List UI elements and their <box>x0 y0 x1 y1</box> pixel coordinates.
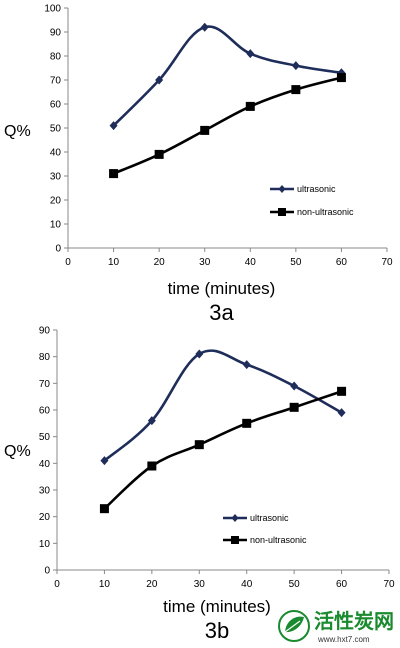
panel-label: 3b <box>205 618 229 643</box>
watermark: 活性炭网 www.hxt7.com <box>278 610 394 644</box>
legend-label-ultrasonic: ultrasonic <box>297 184 336 194</box>
series-line-non-ultrasonic <box>103 390 342 510</box>
chart-3a: 0 10 20 30 40 50 60 70 80 90 100 0 10 20 30 40 50 60 70 Q% t… <box>4 4 393 326</box>
x-tick-label: 20 <box>146 579 158 590</box>
y-tick-label: 100 <box>44 4 61 15</box>
x-tick-label: 40 <box>245 257 257 268</box>
chart-3b: 0 10 20 30 40 50 60 70 80 90 0 10 20 30 40 50 60 70 Q% time… <box>4 326 395 644</box>
data-point-ultrasonic <box>109 121 118 131</box>
data-point-ultrasonic <box>291 61 300 71</box>
y-tick-label: 50 <box>50 124 62 135</box>
y-tick-label: 80 <box>50 52 62 63</box>
data-point-non-ultrasonic <box>245 101 255 111</box>
x-tick-label: 40 <box>241 579 253 590</box>
y-tick-label: 20 <box>39 512 51 523</box>
legend-marker-ultrasonic <box>231 514 239 522</box>
data-point-non-ultrasonic <box>289 402 299 412</box>
data-point-non-ultrasonic <box>154 149 164 159</box>
data-point-ultrasonic <box>147 416 156 426</box>
data-point-non-ultrasonic <box>194 440 204 450</box>
data-point-ultrasonic <box>155 75 164 85</box>
y-tick-label: 0 <box>44 566 50 577</box>
data-point-ultrasonic <box>200 22 209 32</box>
series-line-ultrasonic <box>103 349 343 462</box>
leaf-logo-icon <box>278 610 310 642</box>
y-tick-label: 60 <box>39 406 51 417</box>
y-tick-label: 60 <box>50 100 62 111</box>
x-tick-label: 50 <box>290 257 302 268</box>
data-point-non-ultrasonic <box>242 418 252 428</box>
y-tick-label: 0 <box>55 244 61 255</box>
y-tick-label: 90 <box>39 326 51 337</box>
y-tick-label: 30 <box>39 486 51 497</box>
x-tick-label: 50 <box>289 579 301 590</box>
y-tick-label: 70 <box>39 379 51 390</box>
x-tick-label: 60 <box>336 579 348 590</box>
y-tick-label: 40 <box>50 148 62 159</box>
x-axis-title: time (minutes) <box>163 597 271 616</box>
data-point-ultrasonic <box>195 349 204 359</box>
y-tick-label: 80 <box>39 352 51 363</box>
x-tick-label: 70 <box>383 579 395 590</box>
x-tick-label: 60 <box>336 257 348 268</box>
watermark-url: www.hxt7.com <box>317 635 370 644</box>
y-axis-title: Q% <box>4 123 31 140</box>
y-tick-label: 40 <box>39 459 51 470</box>
panel-label: 3a <box>209 300 234 325</box>
y-axis-title: Q% <box>4 443 31 460</box>
legend-marker-non-ultrasonic <box>231 536 239 544</box>
x-tick-label: 10 <box>108 257 120 268</box>
y-tick-label: 90 <box>50 28 62 39</box>
x-tick-label: 70 <box>381 257 393 268</box>
x-tick-label: 30 <box>199 257 211 268</box>
x-tick-label: 20 <box>154 257 166 268</box>
data-point-non-ultrasonic <box>200 125 210 135</box>
data-point-ultrasonic <box>100 456 109 466</box>
data-point-non-ultrasonic <box>336 73 346 83</box>
x-tick-label: 0 <box>65 257 71 268</box>
x-tick-label: 0 <box>54 579 60 590</box>
data-point-non-ultrasonic <box>99 504 109 514</box>
series-line-ultrasonic <box>112 25 342 127</box>
legend-marker-non-ultrasonic <box>278 208 286 216</box>
y-tick-label: 10 <box>39 539 51 550</box>
x-axis-title: time (minutes) <box>168 279 276 298</box>
y-tick-label: 10 <box>50 220 62 231</box>
data-point-ultrasonic <box>337 408 346 418</box>
data-point-non-ultrasonic <box>337 386 347 396</box>
data-point-ultrasonic <box>290 381 299 391</box>
x-tick-label: 10 <box>99 579 111 590</box>
y-tick-label: 50 <box>39 432 51 443</box>
y-tick-label: 30 <box>50 172 62 183</box>
y-tick-label: 70 <box>50 76 62 87</box>
data-point-ultrasonic <box>242 360 251 370</box>
data-point-non-ultrasonic <box>291 85 301 95</box>
data-point-non-ultrasonic <box>109 169 119 179</box>
y-tick-label: 20 <box>50 196 62 207</box>
legend-label-non-ultrasonic: non-ultrasonic <box>297 207 354 217</box>
data-point-non-ultrasonic <box>147 461 157 471</box>
legend-marker-ultrasonic <box>278 185 286 193</box>
watermark-text: 活性炭网 <box>314 610 394 633</box>
data-point-ultrasonic <box>246 49 255 59</box>
x-tick-label: 30 <box>194 579 206 590</box>
legend-label-ultrasonic: ultrasonic <box>250 513 289 523</box>
legend-label-non-ultrasonic: non-ultrasonic <box>250 535 307 545</box>
